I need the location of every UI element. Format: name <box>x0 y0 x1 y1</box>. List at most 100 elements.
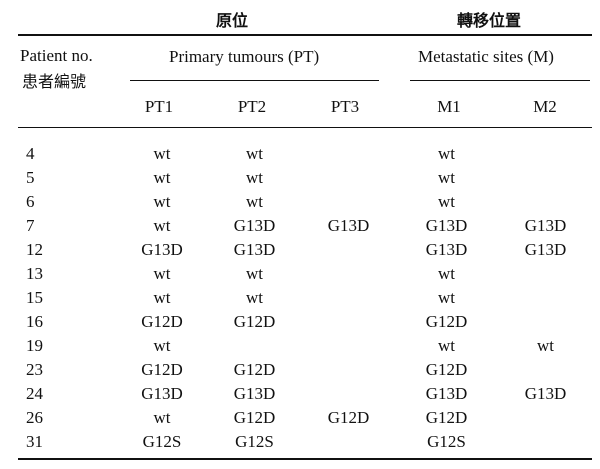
mutation-cell-pt3 <box>301 430 396 454</box>
mutation-cell-pt3 <box>301 334 396 358</box>
mutation-cell-pt1: G12S <box>142 432 182 451</box>
patient-number-cell: 7 <box>26 216 35 235</box>
mutation-cell-pt3 <box>301 190 396 214</box>
mutation-cell-pt1: G12D <box>141 312 183 331</box>
mutation-cell-m1: G12D <box>425 408 468 427</box>
patient-label-en: Patient no. <box>20 46 93 65</box>
original-site-heading: 原位 <box>216 11 249 30</box>
patient-number-cell: 23 <box>26 360 43 379</box>
mutation-cell-m1: G13D <box>425 240 468 259</box>
mutation-cell-m1: wt <box>438 144 455 163</box>
mutation-cell-m1: G12D <box>425 312 468 331</box>
mutation-cell-m2 <box>497 166 594 190</box>
mutation-cell-pt2: G12S <box>235 432 274 451</box>
mutation-cell-pt1: G13D <box>141 384 183 403</box>
patient-label-zh: 患者編號 <box>22 72 87 91</box>
mutation-cell-m2 <box>497 286 594 310</box>
mutation-cell-m1: wt <box>438 264 455 283</box>
mutation-cell-m2 <box>497 358 594 382</box>
mutation-cell-pt1: wt <box>153 264 171 283</box>
mutation-cell-pt1: wt <box>153 192 171 211</box>
metastatic-sites-heading: Metastatic sites (M) <box>418 47 554 66</box>
mutation-cell-m2 <box>497 142 594 166</box>
col-header-pt1: PT1 <box>144 97 174 116</box>
table-row: 4 wt wt wt <box>0 142 594 166</box>
metastatic-group-rule <box>410 80 590 81</box>
transfer-site-heading: 轉移位置 <box>457 11 522 30</box>
table-row: 24 G13D G13D G13D G13D <box>0 382 594 406</box>
table-row: 7 wt G13D G13D G13D G13D <box>0 214 594 238</box>
mutation-cell-pt2: wt <box>246 264 263 283</box>
mutation-cell-pt3: G12D <box>327 408 370 427</box>
table-row: 19 wt wt wt <box>0 334 594 358</box>
mutation-cell-pt2: G12D <box>233 360 276 379</box>
table-row: 6 wt wt wt <box>0 190 594 214</box>
table-row: 16 G12D G12D G12D <box>0 310 594 334</box>
mutation-cell-pt3 <box>301 238 396 262</box>
table-row: 12 G13D G13D G13D G13D <box>0 238 594 262</box>
patient-number-cell: 24 <box>26 384 43 403</box>
mutation-cell-pt3 <box>301 358 396 382</box>
mutation-cell-m2: G13D <box>524 216 567 235</box>
col-header-pt2: PT2 <box>237 97 267 116</box>
mutation-cell-pt2 <box>208 334 301 358</box>
mutation-cell-m1: G12D <box>425 360 468 379</box>
table-row: 23 G12D G12D G12D <box>0 358 594 382</box>
mutation-cell-pt3: G13D <box>327 216 370 235</box>
mutation-cell-pt3 <box>301 310 396 334</box>
mutation-cell-m1: wt <box>438 192 455 211</box>
mutation-cell-m2 <box>497 406 594 430</box>
table-row: 5 wt wt wt <box>0 166 594 190</box>
mutation-cell-m2: G13D <box>524 384 567 403</box>
mutation-cell-pt1: G13D <box>141 240 183 259</box>
table-row: 31 G12S G12S G12S <box>0 430 594 454</box>
mutation-cell-pt1: wt <box>153 408 171 427</box>
patient-number-cell: 16 <box>26 312 43 331</box>
primary-tumours-heading: Primary tumours (PT) <box>169 47 320 66</box>
mutation-cell-m1: G12S <box>427 432 466 451</box>
patient-number-cell: 13 <box>26 264 43 283</box>
mutation-cell-m2: G13D <box>524 240 567 259</box>
mutation-cell-m2 <box>497 262 594 286</box>
mutation-cell-pt1: G12D <box>141 360 183 379</box>
mutation-cell-pt3 <box>301 262 396 286</box>
mutation-cell-pt2: G13D <box>233 240 276 259</box>
patient-number-cell: 5 <box>26 168 35 187</box>
mutation-cell-pt1: wt <box>153 144 171 163</box>
header-rule <box>18 127 592 128</box>
patient-number-cell: 31 <box>26 432 43 451</box>
col-header-m1: M1 <box>437 97 461 116</box>
patient-number-cell: 15 <box>26 288 43 307</box>
mutation-cell-pt2: G13D <box>233 216 276 235</box>
mutation-cell-pt2: G12D <box>233 408 276 427</box>
mutation-cell-pt2: G13D <box>233 384 276 403</box>
mutation-cell-pt3 <box>301 286 396 310</box>
mutation-cell-pt1: wt <box>153 336 171 355</box>
mutation-cell-pt3 <box>301 166 396 190</box>
mutation-cell-pt2: wt <box>246 288 263 307</box>
top-rule <box>18 34 592 36</box>
mutation-cell-m1: wt <box>438 336 455 355</box>
mutation-cell-pt3 <box>301 382 396 406</box>
patient-number-cell: 6 <box>26 192 35 211</box>
patient-number-cell: 12 <box>26 240 43 259</box>
mutation-cell-pt2: wt <box>246 192 263 211</box>
mutation-cell-m2 <box>497 430 594 454</box>
patient-number-cell: 4 <box>26 144 35 163</box>
table-row: 13 wt wt wt <box>0 262 594 286</box>
mutation-cell-pt1: wt <box>153 288 171 307</box>
mutation-cell-m2: wt <box>537 336 554 355</box>
table-row: 26 wt G12D G12D G12D <box>0 406 594 430</box>
mutation-cell-pt2: wt <box>246 144 263 163</box>
mutation-cell-pt1: wt <box>153 168 171 187</box>
mutation-cell-m2 <box>497 190 594 214</box>
mutation-cell-m2 <box>497 310 594 334</box>
mutation-table: 4 wt wt wt 5 wt wt wt 6 wt wt wt 7 wt G13D G13D G13D G13D… <box>0 142 594 454</box>
mutation-cell-m1: wt <box>438 288 455 307</box>
patient-number-cell: 26 <box>26 408 43 427</box>
patient-number-cell: 19 <box>26 336 43 355</box>
col-header-pt3: PT3 <box>330 97 360 116</box>
col-header-m2: M2 <box>533 97 557 116</box>
mutation-cell-pt1: wt <box>153 216 171 235</box>
table-row: 15 wt wt wt <box>0 286 594 310</box>
